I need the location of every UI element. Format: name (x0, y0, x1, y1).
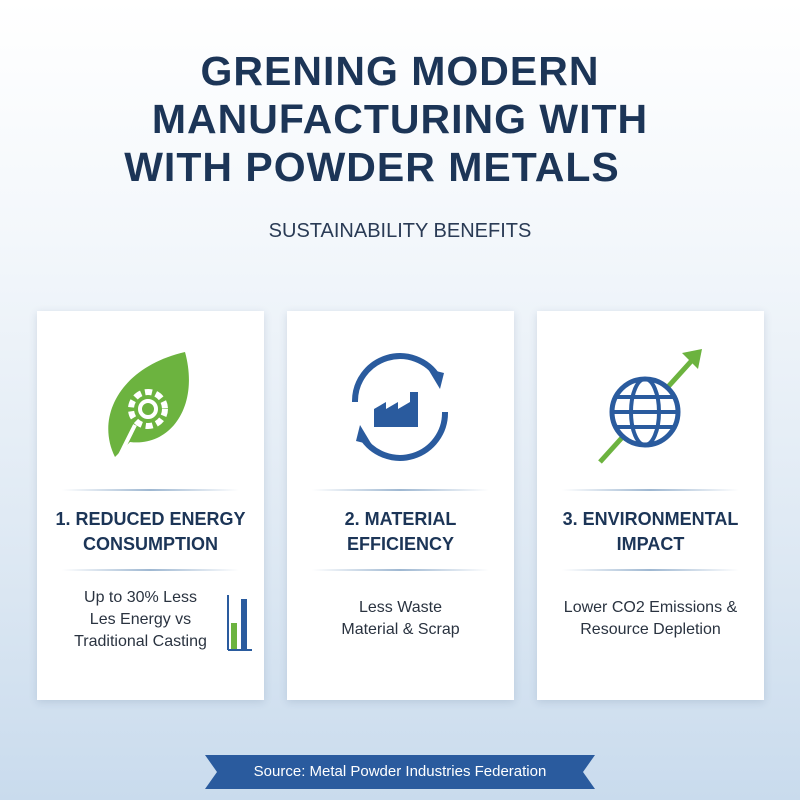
divider (562, 489, 739, 491)
recycle-factory-icon (351, 353, 449, 461)
divider (62, 489, 239, 491)
card-title-line: EFFICIENCY (346, 534, 454, 554)
card-text-line: Resource Depletion (580, 621, 721, 638)
card-title-line: CONSUMPTION (83, 534, 218, 554)
divider (562, 569, 739, 571)
leaf-gear-icon (108, 352, 189, 457)
card-text-line: Up to 30% Less (84, 589, 197, 606)
card-text: Less Waste Material & Scrap (287, 597, 514, 641)
title-line: MANUFACTURING WITH (151, 96, 649, 142)
card: 2. MATERIAL EFFICIENCY Less Waste Material… (287, 311, 514, 700)
footer-ribbon (205, 755, 595, 789)
card-text: Up to 30% Less Les Energy vs Traditional C… (27, 587, 254, 653)
card-text-line: Less Waste (359, 599, 442, 616)
globe-arrow-icon (598, 349, 702, 464)
card-title: 2. MATERIAL EFFICIENCY (287, 507, 514, 557)
divider (62, 569, 239, 571)
card-text-line: Lower CO2 Emissions & (563, 599, 738, 616)
card-title-line: IMPACT (616, 534, 685, 554)
card-title-line: 1. REDUCED ENERGY (55, 509, 246, 529)
card-title: 1. REDUCED ENERGY CONSUMPTION (37, 507, 264, 557)
divider (312, 569, 489, 571)
mini-bar-icon (227, 595, 252, 651)
card-text: Lower CO2 Emissions & Resource Depletion (537, 597, 764, 641)
footer-source: Source: Metal Powder Industries Federati… (253, 763, 547, 780)
card-title-line: 3. ENVIRONMENTAL (562, 509, 739, 529)
card-text-line: Material & Scrap (341, 621, 460, 638)
title-line: WITH POWDER METALS (124, 144, 620, 190)
card: 1. REDUCED ENERGY CONSUMPTION Up to 30% L… (37, 311, 264, 700)
title-line: GRENING MODERN (200, 48, 600, 94)
divider (312, 489, 489, 491)
subtitle: SUSTAINABILITY BENEFITS (268, 220, 532, 242)
card-title: 3. ENVIRONMENTAL IMPACT (537, 507, 764, 557)
card-text-line: Traditional Casting (74, 633, 207, 650)
card-title-line: 2. MATERIAL (344, 509, 457, 529)
card: 3. ENVIRONMENTAL IMPACT Lower CO2 Emissio… (537, 311, 764, 700)
card-text-line: Les Energy vs (89, 611, 192, 628)
